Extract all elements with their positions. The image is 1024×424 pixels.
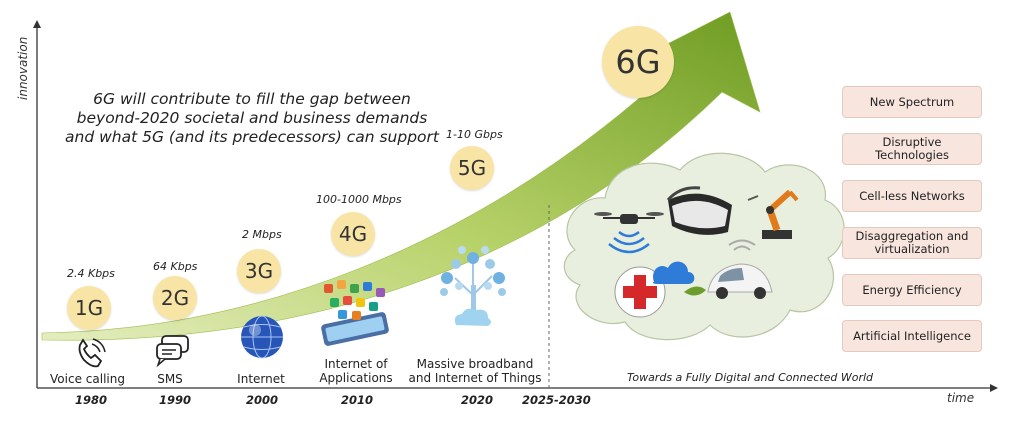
- medical-cross-icon: [614, 266, 666, 318]
- smartphone-apps-icon: [321, 280, 389, 346]
- generation-6g-circle: 6G: [602, 26, 674, 98]
- speed-label-3g: 2 Mbps: [242, 228, 282, 241]
- generation-1g-circle: 1G: [67, 286, 111, 330]
- year-2020: 2020: [461, 393, 494, 407]
- application-4g: Internet of Applications: [319, 357, 393, 385]
- phone-icon: [78, 338, 106, 368]
- future-caption: Towards a Fully Digital and Connected Wo…: [626, 371, 874, 384]
- y-axis-arrowhead: [33, 20, 41, 28]
- generation-3g-circle: 3G: [237, 249, 281, 293]
- tech-disruptive-technologies: Disruptive Technologies: [842, 133, 982, 165]
- speed-label-1g: 2.4 Kbps: [67, 267, 115, 280]
- year-2010: 2010: [341, 393, 374, 407]
- application-2g: SMS: [157, 372, 183, 386]
- application-1g: Voice calling: [50, 372, 125, 386]
- leaf-icon: [684, 286, 706, 296]
- year-2025-2030: 2025-2030: [522, 393, 591, 407]
- tech-cell-less-networks: Cell-less Networks: [842, 180, 982, 212]
- application-3g: Internet: [237, 372, 285, 386]
- year-1980: 1980: [75, 393, 108, 407]
- vr-headset-icon: [666, 186, 732, 235]
- tech-disaggregation-virtualization: Disaggregation and virtualization: [842, 227, 982, 259]
- generation-2g-circle: 2G: [153, 276, 197, 320]
- x-axis-arrowhead: [990, 384, 998, 392]
- year-2000: 2000: [246, 393, 279, 407]
- x-axis-label: time: [947, 391, 975, 405]
- year-1990: 1990: [159, 393, 192, 407]
- iot-tree-icon: [440, 246, 506, 326]
- tech-new-spectrum: New Spectrum: [842, 86, 982, 118]
- chat-bubbles-icon: [156, 335, 189, 368]
- generation-5g-circle: 5G: [450, 146, 494, 190]
- drone-icon: [594, 212, 664, 254]
- speed-label-2g: 64 Kbps: [153, 260, 198, 273]
- cloud-icon: [652, 261, 695, 284]
- statement-text: 6G will contribute to fill the gap betwe…: [65, 90, 439, 146]
- generation-4g-circle: 4G: [331, 212, 375, 256]
- speed-label-5g: 1-10 Gbps: [446, 128, 503, 141]
- speed-label-4g: 100-1000 Mbps: [316, 193, 402, 206]
- y-axis-label: innovation: [16, 36, 30, 100]
- application-5g: Massive broadband and Internet of Things: [408, 357, 542, 385]
- tech-energy-efficiency: Energy Efficiency: [842, 274, 982, 306]
- tech-artificial-intelligence: Artificial Intelligence: [842, 320, 982, 352]
- globe-icon: [241, 315, 283, 359]
- connected-car-icon: [707, 239, 773, 299]
- robot-arm-icon: [747, 189, 799, 239]
